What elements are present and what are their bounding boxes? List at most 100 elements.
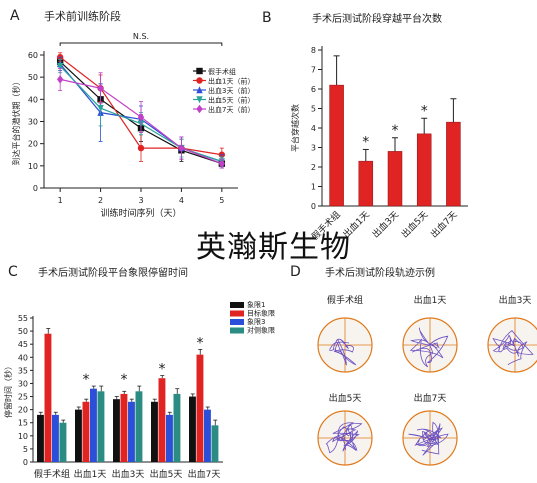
panel-d-swim-path — [325, 422, 363, 454]
panel-a-x-tick-label: 2 — [98, 196, 103, 205]
panel-c-x-tick-label: 出血3天 — [112, 468, 145, 480]
panel-b-y-tick-label: 2 — [311, 163, 316, 172]
panel-c-y-tick-label: 40 — [18, 353, 28, 362]
panel-b-y-tick-label: 6 — [311, 85, 316, 94]
panel-a-data-point — [97, 105, 104, 112]
panel-c-bar — [189, 396, 196, 462]
panel-c-legend-swatch — [230, 302, 244, 308]
panel-c-grouped-bar-chart: C 手术后测试阶段平台象限停留时间 0 5 10 15 20 25 30 35 40 45 50 55 停留… — [3, 264, 275, 480]
panel-b-bar — [329, 84, 344, 207]
panel-b-significance-star: * — [421, 103, 428, 119]
panel-c-bar — [120, 393, 128, 462]
panel-a-letter: A — [10, 8, 20, 24]
panel-c-significance-star: * — [83, 372, 90, 388]
panel-c-bar — [166, 414, 173, 462]
panel-a-legend-marker — [196, 77, 203, 84]
panel-c-y-tick-label: 10 — [18, 432, 28, 441]
panel-c-bar — [44, 333, 52, 462]
panel-a-x-tick-label: 4 — [179, 196, 184, 205]
panel-a-legend-label: 出血3天（前） — [208, 86, 254, 95]
panel-b-y-tick-label: 1 — [311, 183, 316, 192]
panel-c-y-tick-label: 25 — [18, 393, 28, 402]
panel-b-significance-star: * — [362, 134, 369, 150]
panel-c-x-tick-label: 出血7天 — [188, 468, 221, 480]
panel-c-legend-label: 象限3 — [247, 317, 265, 326]
panel-b-bar — [416, 133, 432, 207]
panel-a-x-label: 训练时间序列（天） — [100, 207, 181, 219]
panel-a-ns-label: N.S. — [133, 32, 149, 41]
panel-a-ns-bracket — [59, 42, 223, 46]
panel-c-bar — [204, 409, 211, 462]
panel-c-bar — [82, 401, 90, 462]
panel-a-legend-marker — [196, 104, 203, 114]
panel-a-y-tick-label: 10 — [28, 162, 38, 171]
panel-d-label: 出血1天 — [414, 294, 447, 306]
panel-a-legend-marker — [196, 96, 203, 104]
panel-c-y-tick-label: 45 — [18, 340, 28, 349]
panel-c-legend-label: 对侧象限 — [247, 326, 275, 335]
panel-d-swim-path — [492, 330, 534, 365]
panel-c-x-tick-label: 出血5天 — [150, 468, 183, 480]
panel-b-y-tick-label: 8 — [311, 46, 316, 55]
panel-c-legend-swatch — [230, 310, 244, 317]
panel-a-data-point — [137, 112, 145, 122]
panel-b-y-label: 平台穿越次数 — [290, 104, 300, 152]
panel-b-bar-chart: B 手术后测试阶段穿越平台次数012345678平台穿越次数假手术组*出血1天*出… — [262, 10, 468, 243]
panel-a-data-point — [178, 143, 185, 153]
panel-d-swim-path — [329, 338, 357, 366]
panel-d-swim-path — [409, 327, 449, 368]
panel-c-bar — [90, 388, 97, 462]
panel-a-legend-label: 假手术组 — [208, 67, 236, 76]
panel-b-y-tick-label: 7 — [311, 66, 316, 75]
panel-b-x-tick-label: 出血5天 — [399, 209, 431, 241]
panel-c-y-tick-label: 5 — [23, 445, 28, 454]
panel-a-y-tick-label: 60 — [28, 51, 38, 60]
panel-c-bar — [211, 425, 219, 462]
panel-d-label: 假手术组 — [327, 294, 363, 306]
panel-c-bar — [37, 414, 44, 462]
panel-b-x-tick-label: 出血3天 — [369, 209, 401, 241]
panel-c-legend-swatch — [230, 319, 244, 325]
panel-c-bar — [151, 401, 158, 462]
panel-c-x-tick-label: 假手术组 — [34, 468, 70, 480]
panel-a-data-point — [218, 159, 226, 168]
panel-c-bar — [97, 391, 105, 462]
panel-c-y-label: 停留时间（秒） — [3, 362, 13, 418]
panel-c-x-tick-label: 出血1天 — [74, 468, 107, 480]
panel-c-significance-star: * — [197, 335, 204, 351]
panel-b-bar — [387, 151, 403, 207]
panel-c-legend-label: 象限1 — [247, 300, 265, 309]
panel-d-label: 出血5天 — [329, 392, 362, 404]
panel-c-bar — [128, 401, 135, 462]
panel-c-legend-label: 目标象限 — [247, 309, 275, 318]
panel-c-bar — [196, 354, 204, 462]
panel-d-swim-path — [408, 421, 449, 456]
panel-a-data-point — [56, 75, 64, 84]
panel-d-label: 出血7天 — [414, 392, 447, 404]
panel-c-significance-star: * — [121, 372, 128, 388]
panel-a-y-label: 到达平台的潜伏期（秒） — [11, 78, 21, 166]
panel-c-y-tick-label: 35 — [18, 366, 28, 375]
panel-c-title: 手术后测试阶段平台象限停留时间 — [38, 266, 188, 279]
panel-b-y-tick-label: 4 — [311, 124, 316, 133]
panel-c-bar — [59, 422, 67, 462]
panel-a-y-tick-label: 50 — [28, 73, 38, 82]
panel-c-bar — [158, 378, 166, 462]
panel-a-legend-label: 出血7天（前） — [208, 105, 254, 114]
panel-d-letter: D — [290, 264, 301, 280]
panel-c-y-tick-label: 20 — [18, 406, 28, 415]
panel-c-y-tick-label: 15 — [18, 419, 28, 428]
panel-a-data-point — [137, 144, 145, 152]
panel-c-legend-swatch — [230, 327, 244, 334]
panel-a-data-point — [97, 84, 104, 93]
panel-a-legend-label: 出血1天（前） — [208, 77, 254, 86]
panel-a-x-tick-label: 1 — [58, 196, 63, 205]
panel-a-legend-marker — [196, 67, 203, 75]
panel-b-y-tick-label: 3 — [311, 144, 316, 153]
panel-a-data-point — [56, 62, 64, 70]
panel-c-bar — [135, 391, 143, 462]
panel-b-title: 手术后测试阶段穿越平台次数 — [312, 12, 442, 25]
watermark: 英瀚斯生物 — [196, 230, 351, 265]
panel-c-bar — [113, 399, 120, 462]
